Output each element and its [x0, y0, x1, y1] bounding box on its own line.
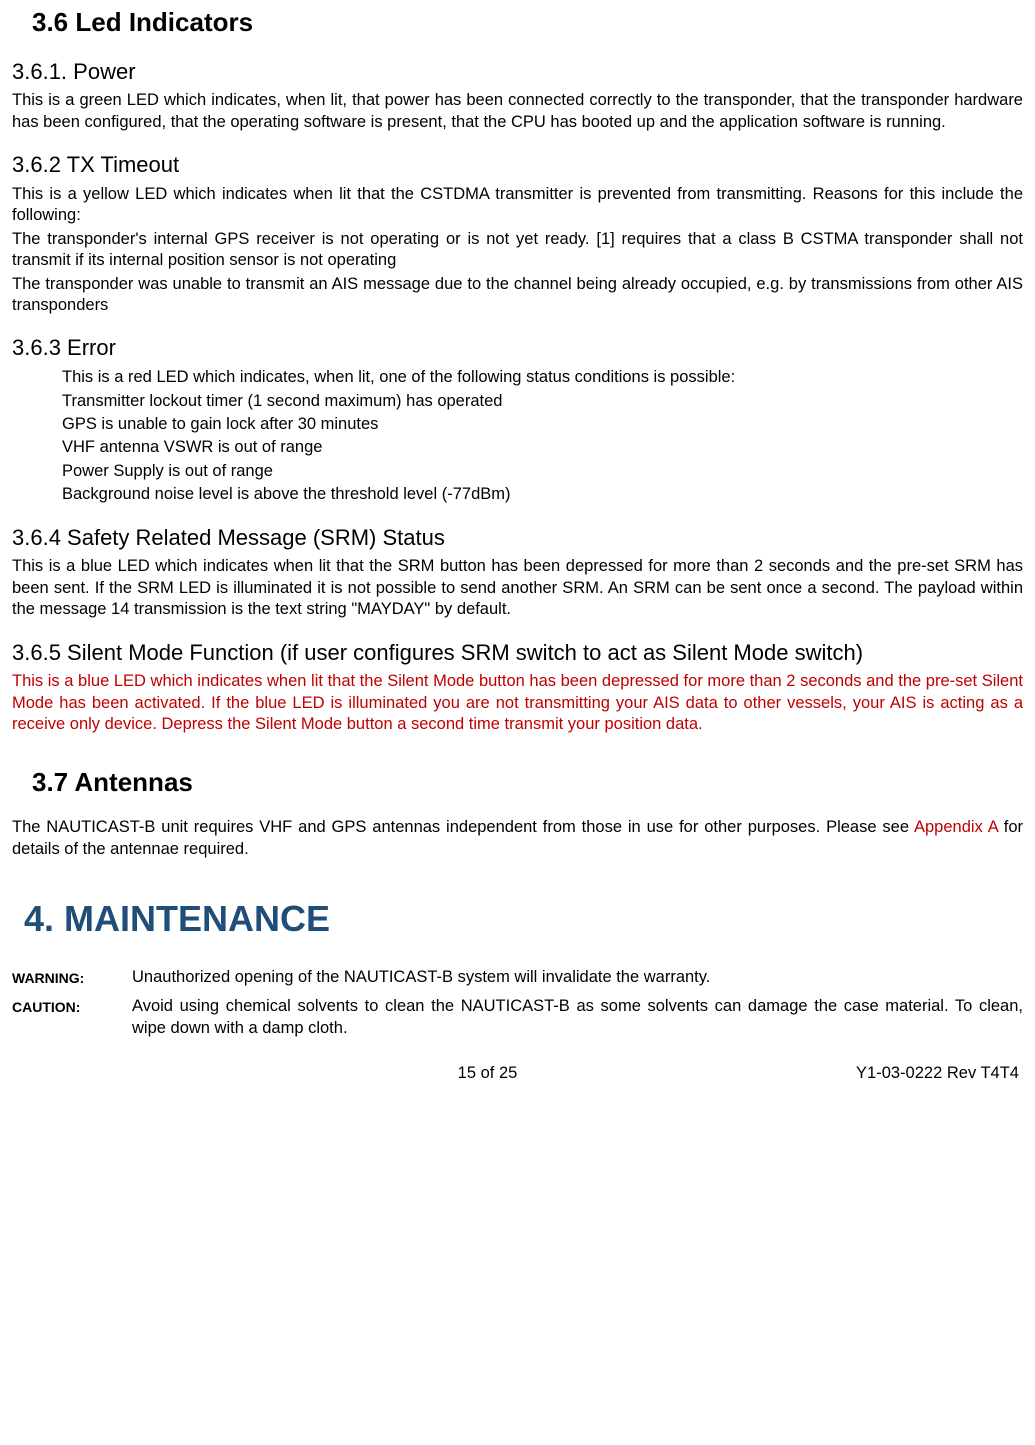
error-line-5: Power Supply is out of range	[62, 461, 1023, 482]
section-3-7-body: The NAUTICAST-B unit requires VHF and GP…	[12, 817, 1023, 860]
section-3-6-2-p2: The transponder's internal GPS receiver …	[12, 229, 1023, 272]
section-3-6-4-heading: 3.6.4 Safety Related Message (SRM) Statu…	[12, 524, 1023, 553]
appendix-a-link[interactable]: Appendix A	[914, 818, 998, 836]
error-line-2: Transmitter lockout timer (1 second maxi…	[62, 391, 1023, 412]
section-3-6-1-heading: 3.6.1. Power	[12, 58, 1023, 87]
page-footer: 15 of 25 Y1-03-0222 Rev T4T4	[12, 1063, 1023, 1084]
caution-row: CAUTION: Avoid using chemical solvents t…	[12, 996, 1023, 1039]
chapter-4-heading: 4. MAINTENANCE	[24, 896, 1023, 943]
error-line-6: Background noise level is above the thre…	[62, 484, 1023, 505]
section-3-7-heading: 3.7 Antennas	[32, 766, 1023, 800]
warning-body: Unauthorized opening of the NAUTICAST-B …	[132, 967, 1023, 988]
section-3-6-heading: 3.6 Led Indicators	[32, 6, 1023, 40]
section-3-6-1-body: This is a green LED which indicates, whe…	[12, 90, 1023, 133]
error-line-4: VHF antenna VSWR is out of range	[62, 437, 1023, 458]
error-conditions-list: This is a red LED which indicates, when …	[62, 367, 1023, 506]
section-3-6-4-body: This is a blue LED which indicates when …	[12, 556, 1023, 620]
section-3-7-body-pre: The NAUTICAST-B unit requires VHF and GP…	[12, 818, 914, 836]
error-line-1: This is a red LED which indicates, when …	[62, 367, 1023, 388]
warning-row: WARNING: Unauthorized opening of the NAU…	[12, 967, 1023, 988]
section-3-6-5-heading: 3.6.5 Silent Mode Function (if user conf…	[12, 639, 1023, 668]
section-3-6-5-body: This is a blue LED which indicates when …	[12, 671, 1023, 735]
section-3-6-2-heading: 3.6.2 TX Timeout	[12, 151, 1023, 180]
section-3-6-3-heading: 3.6.3 Error	[12, 334, 1023, 363]
caution-body: Avoid using chemical solvents to clean t…	[132, 996, 1023, 1039]
caution-label: CAUTION:	[12, 996, 132, 1016]
footer-page-number: 15 of 25	[216, 1063, 759, 1084]
warning-label: WARNING:	[12, 967, 132, 987]
footer-revision: Y1-03-0222 Rev T4T4	[759, 1063, 1019, 1084]
error-line-3: GPS is unable to gain lock after 30 minu…	[62, 414, 1023, 435]
section-3-6-2-p3: The transponder was unable to transmit a…	[12, 274, 1023, 317]
section-3-6-2-p1: This is a yellow LED which indicates whe…	[12, 184, 1023, 227]
